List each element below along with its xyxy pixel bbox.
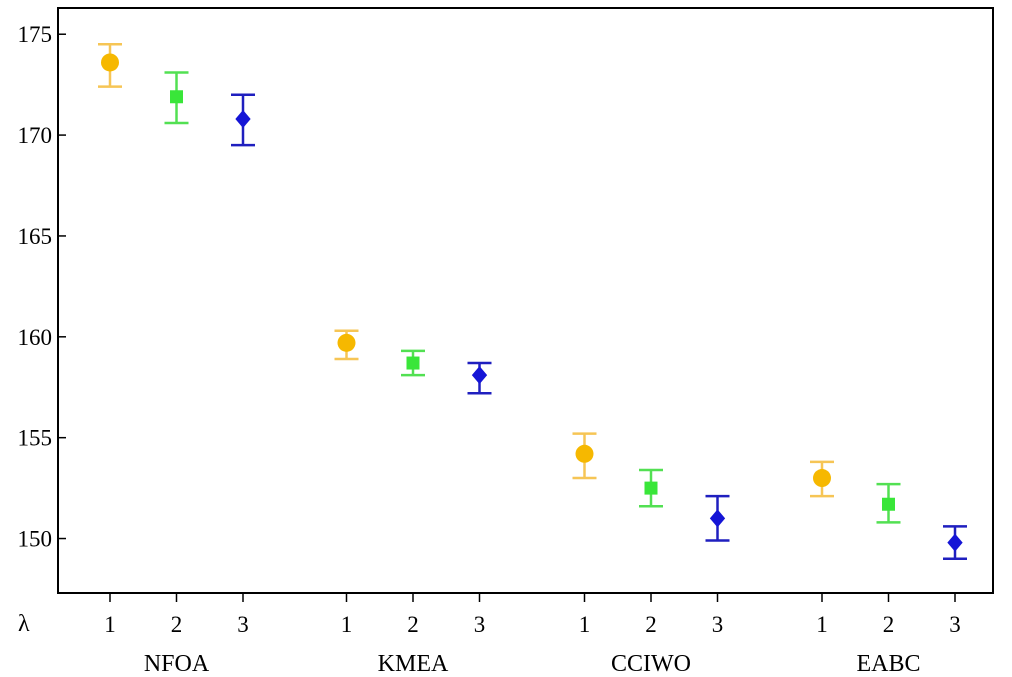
data-point-square xyxy=(406,356,420,370)
y-tick-label: 170 xyxy=(18,123,53,148)
x-tick-label: 1 xyxy=(104,612,116,637)
data-point-square xyxy=(644,481,658,495)
data-point-circle xyxy=(101,53,119,72)
data-marks xyxy=(98,43,967,560)
group-label: CCIWO xyxy=(611,651,691,677)
data-point-circle xyxy=(575,444,594,463)
data-point-square xyxy=(170,90,183,104)
data-point-diamond xyxy=(471,366,488,385)
plot-frame xyxy=(57,7,994,594)
x-tick-label: 2 xyxy=(645,612,657,637)
x-tick-label: 2 xyxy=(171,612,183,637)
x-tick-label: 3 xyxy=(712,612,724,637)
y-tick-label: 160 xyxy=(18,325,53,350)
x-axis: 1 2 3 NFOA 1 2 3 KMEA 1 2 3 CCIWO 1 2 3 EABC xyxy=(104,593,961,677)
data-point-circle xyxy=(813,469,831,488)
data-point-diamond xyxy=(947,533,963,552)
y-tick-label: 175 xyxy=(18,22,53,47)
group-label: KMEA xyxy=(378,651,449,677)
data-point-square xyxy=(882,497,895,511)
x-tick-label: 3 xyxy=(474,612,486,637)
y-tick-label: 150 xyxy=(18,527,53,552)
y-tick-label: 155 xyxy=(18,426,53,451)
data-point-diamond xyxy=(709,509,726,528)
x-axis-symbol: λ xyxy=(18,611,30,637)
x-tick-label: 1 xyxy=(341,612,353,637)
x-tick-label: 3 xyxy=(237,612,249,637)
data-point-circle xyxy=(337,333,356,352)
x-tick-label: 2 xyxy=(883,612,895,637)
group-label: NFOA xyxy=(144,651,210,677)
y-axis: 150 155 160 165 170 175 xyxy=(18,22,66,552)
data-point-diamond xyxy=(235,109,251,128)
x-tick-label: 1 xyxy=(579,612,591,637)
x-tick-label: 2 xyxy=(407,612,419,637)
group-label: EABC xyxy=(856,651,920,677)
x-tick-label: 1 xyxy=(816,612,828,637)
x-tick-label: 3 xyxy=(949,612,961,637)
y-tick-label: 165 xyxy=(18,224,53,249)
